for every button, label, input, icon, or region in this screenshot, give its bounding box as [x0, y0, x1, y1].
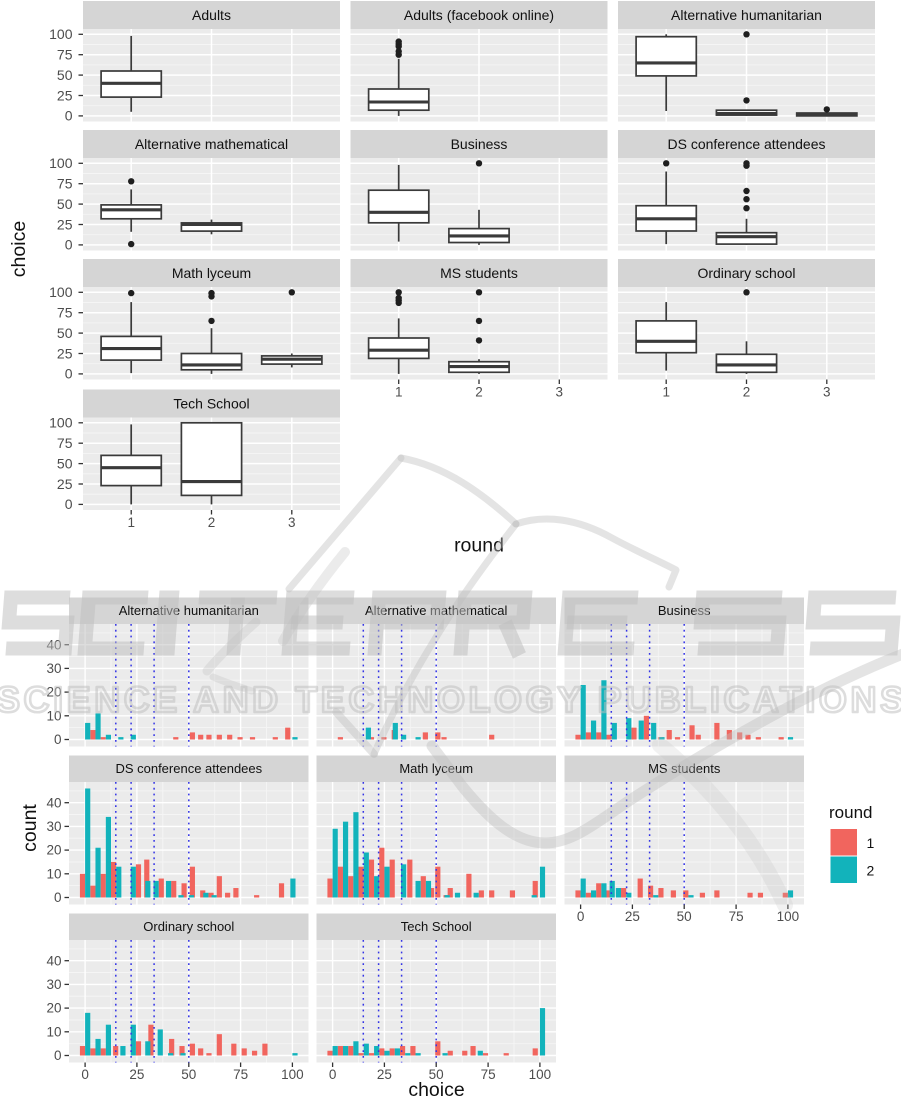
- svg-text:Math lyceum: Math lyceum: [399, 761, 473, 776]
- svg-text:choice: choice: [8, 221, 30, 277]
- svg-text:25: 25: [129, 1067, 144, 1082]
- svg-text:DS conference attendees: DS conference attendees: [668, 136, 826, 152]
- svg-text:100: 100: [49, 26, 73, 42]
- svg-text:Adults: Adults: [192, 7, 231, 23]
- svg-text:0: 0: [577, 909, 585, 924]
- svg-text:25: 25: [57, 476, 73, 492]
- svg-text:50: 50: [677, 909, 692, 924]
- svg-text:20: 20: [46, 843, 61, 858]
- svg-text:10: 10: [46, 866, 61, 881]
- svg-text:3: 3: [288, 515, 296, 530]
- svg-text:10: 10: [46, 1024, 61, 1039]
- svg-text:25: 25: [377, 1067, 392, 1082]
- svg-text:50: 50: [57, 67, 73, 83]
- svg-text:25: 25: [57, 216, 73, 232]
- svg-text:SCIENCE AND TECHNOLOGY PUBLICA: SCIENCE AND TECHNOLOGY PUBLICATIONS: [0, 679, 901, 720]
- svg-text:75: 75: [233, 1067, 248, 1082]
- svg-text:100: 100: [49, 415, 73, 431]
- svg-text:20: 20: [46, 1001, 61, 1016]
- svg-text:1: 1: [127, 515, 135, 530]
- svg-text:0: 0: [65, 237, 73, 253]
- svg-text:Alternative humanitarian: Alternative humanitarian: [671, 7, 822, 23]
- svg-text:75: 75: [57, 47, 73, 63]
- svg-text:1: 1: [395, 385, 403, 400]
- svg-text:25: 25: [57, 345, 73, 361]
- svg-text:0: 0: [54, 1048, 62, 1063]
- svg-text:2: 2: [867, 863, 875, 879]
- svg-text:Alternative mathematical: Alternative mathematical: [135, 136, 288, 152]
- svg-text:2: 2: [208, 515, 216, 530]
- svg-text:75: 75: [481, 1067, 496, 1082]
- svg-text:round: round: [454, 535, 504, 557]
- svg-text:Ordinary school: Ordinary school: [697, 265, 795, 281]
- svg-text:40: 40: [46, 795, 61, 810]
- svg-text:40: 40: [46, 953, 61, 968]
- svg-text:Math lyceum: Math lyceum: [172, 265, 251, 281]
- svg-text:Ordinary school: Ordinary school: [143, 919, 234, 934]
- svg-text:round: round: [829, 803, 872, 822]
- svg-text:2: 2: [743, 385, 751, 400]
- svg-text:50: 50: [181, 1067, 196, 1082]
- svg-text:0: 0: [54, 732, 62, 747]
- svg-text:100: 100: [777, 909, 800, 924]
- svg-text:0: 0: [81, 1067, 89, 1082]
- svg-text:Business: Business: [451, 136, 508, 152]
- svg-text:0: 0: [54, 890, 62, 905]
- svg-text:3: 3: [556, 385, 564, 400]
- svg-text:choice: choice: [408, 1079, 464, 1101]
- svg-text:Tech School: Tech School: [173, 396, 249, 412]
- svg-text:DS conference attendees: DS conference attendees: [115, 761, 262, 776]
- svg-text:100: 100: [49, 155, 73, 171]
- svg-text:MS students: MS students: [648, 761, 721, 776]
- svg-text:0: 0: [65, 366, 73, 382]
- svg-text:25: 25: [625, 909, 640, 924]
- svg-text:50: 50: [57, 455, 73, 471]
- svg-text:Tech School: Tech School: [401, 919, 472, 934]
- svg-text:10: 10: [46, 708, 61, 723]
- svg-text:30: 30: [46, 661, 61, 676]
- svg-text:0: 0: [65, 108, 73, 124]
- svg-text:Alternative humanitarian: Alternative humanitarian: [119, 603, 259, 618]
- svg-text:75: 75: [57, 176, 73, 192]
- svg-text:1: 1: [662, 385, 670, 400]
- svg-text:30: 30: [46, 977, 61, 992]
- svg-text:Adults (facebook online): Adults (facebook online): [404, 7, 554, 23]
- svg-text:count: count: [19, 804, 41, 852]
- svg-text:75: 75: [57, 435, 73, 451]
- svg-text:3: 3: [823, 385, 831, 400]
- svg-text:1: 1: [867, 835, 875, 851]
- svg-text:100: 100: [281, 1067, 304, 1082]
- svg-text:50: 50: [57, 196, 73, 212]
- svg-text:50: 50: [57, 325, 73, 341]
- svg-text:2: 2: [475, 385, 483, 400]
- svg-text:50: 50: [429, 1067, 444, 1082]
- svg-text:25: 25: [57, 87, 73, 103]
- svg-text:30: 30: [46, 819, 61, 834]
- svg-text:MS students: MS students: [440, 265, 518, 281]
- svg-text:100: 100: [529, 1067, 552, 1082]
- svg-text:0: 0: [65, 496, 73, 512]
- svg-text:100: 100: [49, 284, 73, 300]
- svg-text:75: 75: [57, 305, 73, 321]
- svg-text:75: 75: [729, 909, 744, 924]
- svg-text:20: 20: [46, 685, 61, 700]
- svg-text:0: 0: [329, 1067, 337, 1082]
